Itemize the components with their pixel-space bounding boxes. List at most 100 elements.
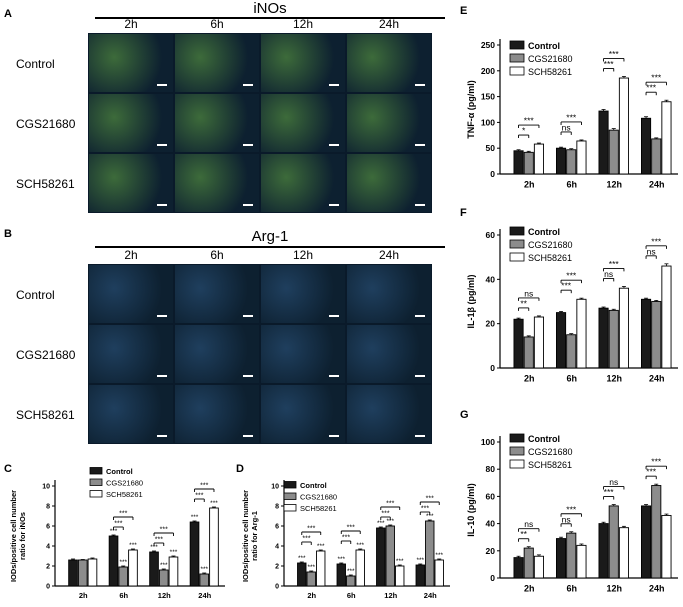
micrograph-image bbox=[174, 33, 260, 93]
x-tick-label: 24h bbox=[649, 584, 665, 594]
legend-swatch bbox=[509, 66, 525, 76]
panel-letter: D bbox=[236, 463, 244, 475]
legend-swatch bbox=[509, 433, 525, 443]
significance-label: *** bbox=[651, 457, 662, 467]
legend-label: CGS21680 bbox=[106, 479, 143, 488]
bar bbox=[425, 520, 435, 587]
bar-significance-label: *** bbox=[435, 552, 443, 559]
significance-label: ns bbox=[647, 246, 656, 256]
micrograph-image bbox=[174, 153, 260, 213]
bar bbox=[87, 558, 98, 587]
bar bbox=[598, 307, 609, 369]
y-tick-label: 0 bbox=[275, 583, 279, 590]
y-tick-label: 4 bbox=[46, 543, 50, 550]
significance-label: *** bbox=[307, 526, 315, 533]
y-tick-label: 4 bbox=[275, 543, 279, 550]
legend-label: Control bbox=[300, 481, 327, 490]
panel-b-title: Arg-1 bbox=[251, 228, 289, 245]
scale-bar bbox=[415, 144, 425, 146]
x-tick-label: 24h bbox=[649, 374, 665, 384]
micrograph-image bbox=[88, 33, 174, 93]
scale-bar bbox=[329, 375, 339, 377]
panel-a-title-bar bbox=[95, 17, 445, 19]
x-tick-label: 12h bbox=[606, 584, 622, 594]
bar bbox=[149, 551, 159, 587]
column-label: 6h bbox=[210, 17, 224, 31]
micrograph-image bbox=[346, 384, 432, 444]
legend-swatch bbox=[283, 504, 297, 512]
significance-label: *** bbox=[561, 281, 572, 291]
panel-letter-b: B bbox=[4, 228, 12, 240]
bar bbox=[209, 507, 219, 587]
significance-label: ns bbox=[604, 269, 613, 279]
y-axis-label: IODs/positive cell numberratio for Arg-1 bbox=[241, 490, 259, 582]
legend-label: SCH58261 bbox=[106, 490, 143, 499]
significance-label: *** bbox=[302, 536, 310, 543]
panel-letter: E bbox=[460, 5, 467, 17]
bar bbox=[77, 559, 88, 587]
column-label: 2h bbox=[124, 248, 138, 262]
scale-bar bbox=[329, 144, 339, 146]
bar bbox=[118, 566, 129, 587]
legend-swatch bbox=[509, 459, 525, 469]
bar-significance-label: *** bbox=[396, 558, 404, 565]
bar bbox=[355, 549, 365, 587]
significance-label: *** bbox=[200, 483, 208, 490]
y-tick-label: 2 bbox=[46, 563, 50, 570]
bar bbox=[376, 527, 386, 587]
scale-bar bbox=[243, 315, 253, 317]
significance-label: *** bbox=[609, 49, 620, 59]
scale-bar bbox=[329, 84, 339, 86]
legend-swatch bbox=[283, 481, 297, 489]
bar-significance-label: *** bbox=[200, 566, 208, 573]
bar bbox=[555, 538, 567, 579]
micrograph-image bbox=[346, 93, 432, 153]
bar bbox=[316, 550, 326, 587]
bar bbox=[513, 557, 524, 579]
bar bbox=[199, 573, 210, 587]
row-label: Control bbox=[16, 288, 55, 302]
bar bbox=[68, 559, 78, 587]
x-tick-label: 12h bbox=[158, 591, 171, 600]
bar bbox=[523, 151, 534, 175]
scale-bar bbox=[157, 144, 167, 146]
significance-label: *** bbox=[381, 511, 389, 518]
bar bbox=[640, 298, 652, 369]
y-tick-label: 20 bbox=[486, 546, 496, 556]
significance-label: ns bbox=[609, 477, 618, 487]
y-tick-label: 0 bbox=[490, 363, 495, 373]
panel-b-title-bar bbox=[95, 246, 445, 248]
bar-significance-label: *** bbox=[191, 514, 199, 521]
x-tick-label: 6h bbox=[566, 180, 577, 190]
bar bbox=[523, 547, 534, 579]
scale-bar bbox=[157, 435, 167, 437]
y-tick-label: 0 bbox=[490, 169, 495, 179]
bar-significance-label: *** bbox=[416, 557, 424, 564]
bar-significance-label: *** bbox=[317, 543, 325, 550]
micrograph-image bbox=[260, 93, 346, 153]
micrograph-image bbox=[88, 324, 174, 384]
significance-label: *** bbox=[604, 59, 615, 69]
bar bbox=[395, 565, 405, 587]
scale-bar bbox=[243, 375, 253, 377]
y-tick-label: 100 bbox=[481, 117, 495, 127]
legend-label: CGS21680 bbox=[528, 240, 573, 250]
bar-significance-label: *** bbox=[356, 542, 364, 549]
x-tick-label: 6h bbox=[566, 584, 577, 594]
scale-bar bbox=[329, 204, 339, 206]
y-tick-label: 40 bbox=[486, 519, 496, 529]
bar-significance-label: *** bbox=[386, 518, 394, 525]
x-tick-label: 6h bbox=[566, 374, 577, 384]
y-tick-label: 100 bbox=[481, 437, 495, 447]
column-label: 12h bbox=[292, 248, 314, 262]
significance-label: *** bbox=[524, 116, 535, 126]
bar bbox=[576, 544, 587, 579]
y-tick-label: 8 bbox=[46, 503, 50, 510]
y-axis-label: TNF-α (pg/ml) bbox=[466, 80, 476, 139]
scale-bar bbox=[243, 435, 253, 437]
significance-label: *** bbox=[604, 487, 615, 497]
significance-label: *** bbox=[651, 236, 662, 246]
legend-swatch bbox=[89, 478, 103, 486]
y-tick-label: 50 bbox=[486, 143, 496, 153]
